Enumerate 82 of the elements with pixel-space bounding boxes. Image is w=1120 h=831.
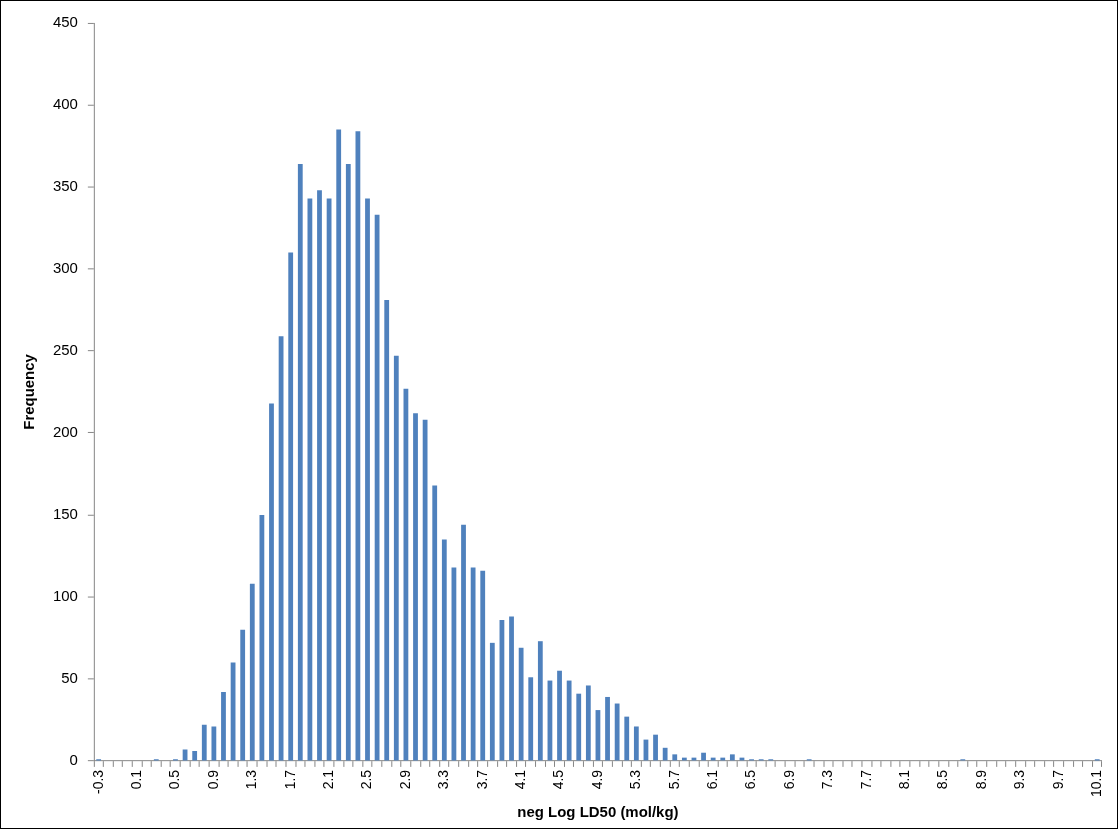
x-tick-label: 1.3 [243, 769, 260, 790]
y-tick-label: 250 [52, 341, 78, 359]
x-tick-label: -0.3 [89, 769, 106, 794]
bar [614, 703, 620, 761]
bar [672, 754, 678, 761]
bar [201, 724, 207, 761]
x-tick-label: 8.5 [934, 769, 951, 790]
bar [537, 641, 543, 761]
bar [585, 685, 591, 761]
bar [729, 754, 735, 761]
x-tick-label: 8.9 [972, 769, 989, 790]
x-tick-label: 5.7 [665, 769, 682, 790]
bar [701, 752, 706, 761]
x-tick-label: 1.7 [281, 769, 298, 790]
x-tick-label: 9.3 [1011, 769, 1028, 790]
bar [374, 214, 380, 761]
x-tick-label: 7.3 [819, 769, 836, 790]
bar [336, 129, 342, 761]
bar [480, 570, 486, 761]
bar [413, 413, 418, 761]
x-tick-label: 9.7 [1049, 769, 1066, 790]
bar [432, 485, 438, 761]
x-tick-label: 3.3 [435, 769, 452, 790]
bar [192, 751, 198, 761]
y-axis-title: Frequency [20, 353, 38, 430]
y-tick-label: 350 [52, 177, 78, 195]
x-tick-label: 6.1 [704, 769, 721, 790]
bar [393, 355, 399, 761]
y-tick-label: 200 [52, 423, 78, 441]
bar [605, 696, 610, 761]
bar [307, 198, 313, 761]
bar [317, 190, 322, 761]
bar [259, 514, 265, 761]
y-tick-label: 450 [52, 13, 78, 31]
x-tick-label: 2.1 [319, 769, 336, 790]
bar [624, 716, 630, 761]
bar [384, 300, 390, 761]
x-tick-label: 2.9 [396, 769, 413, 790]
x-tick-label: 8.1 [896, 769, 913, 790]
bar [470, 567, 476, 761]
y-tick-label: 300 [52, 259, 78, 277]
bar [249, 583, 255, 761]
x-tick-label: 6.9 [780, 769, 797, 790]
x-tick-label: 4.5 [550, 769, 567, 790]
bar [288, 252, 294, 761]
bar [365, 198, 370, 761]
bar [269, 403, 274, 761]
bar [461, 524, 466, 761]
bar [528, 677, 534, 761]
bar [653, 734, 658, 761]
x-tick-label: 0.1 [127, 769, 144, 790]
x-tick-label: 0.9 [204, 769, 221, 790]
bar [211, 726, 217, 761]
bar [240, 629, 246, 761]
bar [297, 163, 303, 761]
x-tick-label: 3.7 [473, 769, 490, 790]
y-tick-label: 400 [52, 95, 78, 113]
bar [633, 726, 639, 761]
bar [345, 163, 351, 761]
x-tick-label: 2.5 [358, 769, 375, 790]
x-tick-label: 0.5 [166, 769, 183, 790]
x-axis-title: neg Log LD50 (mol/kg) [517, 803, 679, 821]
bar [576, 693, 582, 761]
x-tick-label: 5.3 [627, 769, 644, 790]
bar [422, 419, 428, 761]
y-tick-label: 0 [69, 751, 78, 769]
y-tick-label: 150 [52, 505, 78, 523]
bar [489, 642, 495, 761]
bar [518, 647, 524, 761]
x-tick-label: 4.1 [511, 769, 528, 790]
x-tick-label: 7.7 [857, 769, 874, 790]
bar [441, 539, 447, 761]
y-tick-label: 50 [61, 669, 78, 687]
bar [662, 747, 668, 761]
x-tick-label: 4.9 [588, 769, 605, 790]
bar [557, 670, 562, 761]
bar [221, 692, 226, 761]
x-tick-label: 10.1 [1088, 769, 1105, 798]
x-tick-label: 6.5 [742, 769, 759, 790]
bar [566, 680, 572, 761]
y-tick-label: 100 [52, 587, 78, 605]
bar [509, 616, 514, 761]
